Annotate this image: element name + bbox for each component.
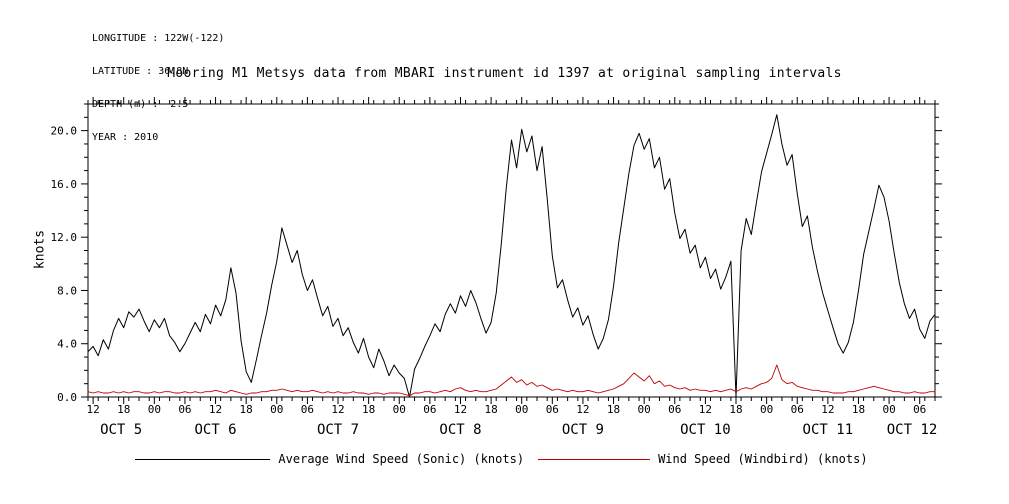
x-tick-label: 00 <box>148 403 161 416</box>
x-tick-label: 18 <box>484 403 497 416</box>
x-tick-label: 18 <box>852 403 865 416</box>
x-tick-label: 06 <box>423 403 436 416</box>
x-tick-label: 06 <box>668 403 681 416</box>
y-tick-label: 12.0 <box>51 231 78 244</box>
plot-border <box>87 103 936 398</box>
y-tick-label: 20.0 <box>51 125 78 138</box>
x-tick-label: 18 <box>729 403 742 416</box>
x-tick-label: 12 <box>209 403 222 416</box>
x-tick-label: 06 <box>913 403 926 416</box>
x-tick-label: 12 <box>821 403 834 416</box>
x-tick-label: 12 <box>86 403 99 416</box>
legend-line-sonic <box>135 458 271 460</box>
date-label: OCT 7 <box>317 422 359 438</box>
meta-year: YEAR : 2010 <box>92 132 159 143</box>
y-tick-label: 0.0 <box>57 391 77 404</box>
series-line-windbird <box>87 364 936 397</box>
x-tick-label: 00 <box>882 403 895 416</box>
y-axis-ticks: 0.0 4.0 8.0 12.0 16.0 20.0 <box>51 103 942 404</box>
x-tick-label: 06 <box>178 403 191 416</box>
date-label: OCT 8 <box>439 422 481 438</box>
x-tick-label: 18 <box>362 403 375 416</box>
x-tick-label: 18 <box>240 403 253 416</box>
date-label: OCT 6 <box>194 422 236 438</box>
date-label: OCT 11 <box>803 422 854 438</box>
meta-longitude: LONGITUDE : 122W(-122) <box>92 33 225 44</box>
y-tick-label: 8.0 <box>57 284 77 297</box>
date-label: OCT 5 <box>100 422 142 438</box>
meta-latitude: LATITUDE : 36.8N <box>92 66 189 77</box>
x-tick-label: 00 <box>515 403 528 416</box>
x-tick-label: 12 <box>331 403 344 416</box>
x-tick-label: 12 <box>454 403 467 416</box>
x-tick-label: 06 <box>301 403 314 416</box>
date-label: OCT 10 <box>680 422 731 438</box>
x-tick-label: 18 <box>117 403 130 416</box>
x-tick-label: 00 <box>393 403 406 416</box>
x-tick-label: 18 <box>607 403 620 416</box>
date-label: OCT 12 <box>887 422 938 438</box>
x-tick-label: 06 <box>791 403 804 416</box>
y-tick-label: 4.0 <box>57 338 77 351</box>
x-tick-label: 00 <box>270 403 283 416</box>
x-tick-label: 00 <box>638 403 651 416</box>
y-tick-label: 16.0 <box>51 178 78 191</box>
date-label: OCT 9 <box>562 422 604 438</box>
legend: Average Wind Speed (Sonic) (knots) Wind … <box>0 452 1009 466</box>
legend-label-sonic: Average Wind Speed (Sonic) (knots) <box>278 452 525 466</box>
chart-title: Mooring M1 Metsys data from MBARI instru… <box>167 66 842 81</box>
legend-label-windbird: Wind Speed (Windbird) (knots) <box>658 452 868 466</box>
x-tick-label: 12 <box>699 403 712 416</box>
series-line-sonic <box>87 114 936 398</box>
x-tick-label: 12 <box>576 403 589 416</box>
legend-line-windbird <box>538 458 651 460</box>
x-tick-label: 00 <box>760 403 773 416</box>
x-tick-label: 06 <box>546 403 559 416</box>
x-axis-ticks: 12 18 00 06 12 18 00 06 12 18 00 06 12 18 00 06 12 18 00 06… <box>86 97 936 416</box>
x-axis-date-labels: OCT 5 OCT 6 OCT 7 OCT 8 OCT 9 OCT 10 OCT 11 OCT… <box>100 422 937 438</box>
